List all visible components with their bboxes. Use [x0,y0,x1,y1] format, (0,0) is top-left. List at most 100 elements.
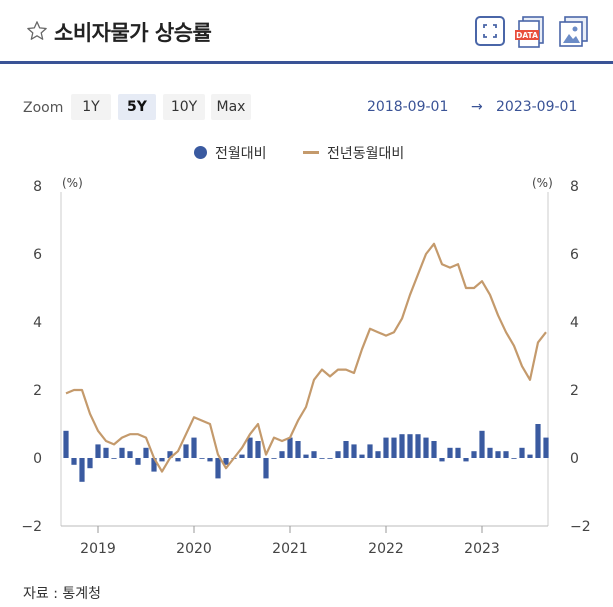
x-tick-label: 2019 [80,541,116,557]
bar [95,444,101,458]
range-arrow: → [471,99,483,115]
bar [463,458,469,462]
range-start[interactable]: 2018-09-01 [367,99,449,115]
bar [343,441,349,458]
y-tick-label-left: 0 [33,451,42,467]
bar [367,444,373,458]
zoom-10y-button[interactable]: 10Y [163,94,205,120]
bar [239,454,245,458]
bar [215,458,221,479]
expand-button[interactable] [475,16,505,46]
bar [79,458,85,482]
y-tick-label-left: 4 [33,315,42,331]
bar [519,447,525,458]
legend-bar-marker [194,146,207,159]
bar [495,451,501,458]
bar [255,441,261,458]
bar [287,437,293,458]
zoom-label: Zoom [23,100,64,116]
legend-line-marker [303,151,319,154]
x-tick-label: 2022 [368,541,404,557]
bar [271,458,277,459]
bar [127,451,133,458]
bar [103,447,109,458]
bar-series [63,424,549,482]
y-unit-right: (%) [532,176,553,190]
bar [279,451,285,458]
legend-label-mom: 전월대비 [215,146,267,162]
legend-item-mom[interactable]: 전월대비 [194,144,267,164]
bar [415,434,421,458]
zoom-controls: Zoom 1Y 5Y 10Y Max 2018-09-01 → 2023-09-… [0,94,613,122]
image-download-icon [559,16,588,47]
bar [439,458,445,462]
legend-item-yoy[interactable]: 전년동월대비 [303,144,404,164]
bar [447,447,453,458]
y-tick-label-left: 6 [33,247,42,263]
page-title: 소비자물가 상승률 [54,21,212,45]
image-download-button[interactable] [558,16,588,47]
bar [383,437,389,458]
y-tick-label-left: −2 [21,519,42,535]
chart-legend: 전월대비 전년동월대비 [0,144,613,166]
bar [335,451,341,458]
bar [111,458,117,459]
chart-header: 소비자물가 상승률 DATA [0,0,613,64]
bar [311,451,317,458]
bar [167,451,173,458]
bar [535,424,541,458]
y-tick-label-right: 0 [570,451,579,467]
y-tick-label-left: 2 [33,383,42,399]
y-tick-label-right: 6 [570,247,579,263]
bar [407,434,413,458]
bar [479,430,485,458]
bar [119,447,125,458]
svg-text:DATA: DATA [516,31,538,40]
bar [143,447,149,458]
x-axis: 2019 2020 2021 2022 2023 [80,526,500,557]
bar [71,458,77,465]
bar [359,454,365,458]
bar [87,458,93,469]
y-tick-label-right: −2 [570,519,591,535]
source-note: 자료 : 통계청 [23,586,102,602]
bar [151,458,157,472]
bar [63,430,69,458]
bar [511,458,517,459]
bar [471,451,477,458]
bar [247,437,253,458]
bar [399,434,405,458]
bar [391,437,397,458]
y-axis-left: −2 0 2 4 6 8 [21,179,42,535]
range-end[interactable]: 2023-09-01 [496,99,578,115]
bar [175,458,181,462]
zoom-5y-button[interactable]: 5Y [118,94,156,120]
y-unit-left: (%) [62,176,83,190]
expand-icon [483,24,497,38]
bar [183,444,189,458]
line-series [65,242,547,473]
bar [503,451,509,458]
bar [527,454,533,458]
bar [199,458,205,459]
star-icon[interactable] [26,20,48,42]
y-tick-label-left: 8 [33,179,42,195]
data-download-icon: DATA [515,16,544,48]
bar [375,451,381,458]
legend-label-yoy: 전년동월대비 [327,146,405,162]
bar [223,458,229,465]
bar [431,441,437,458]
x-tick-label: 2021 [272,541,308,557]
zoom-1y-button[interactable]: 1Y [71,94,111,120]
bar [423,437,429,458]
bar [455,447,461,458]
cpi-chart: −2 0 2 4 6 8 −2 0 2 4 6 8 (%) (%) 2019 2020 2021 2022… [21,176,591,557]
bar [487,447,493,458]
bar [135,458,141,465]
bar [191,437,197,458]
bar [263,458,269,479]
bar [543,437,549,458]
zoom-max-button[interactable]: Max [211,94,251,120]
y-tick-label-right: 2 [570,383,579,399]
data-download-button[interactable]: DATA [515,16,545,48]
